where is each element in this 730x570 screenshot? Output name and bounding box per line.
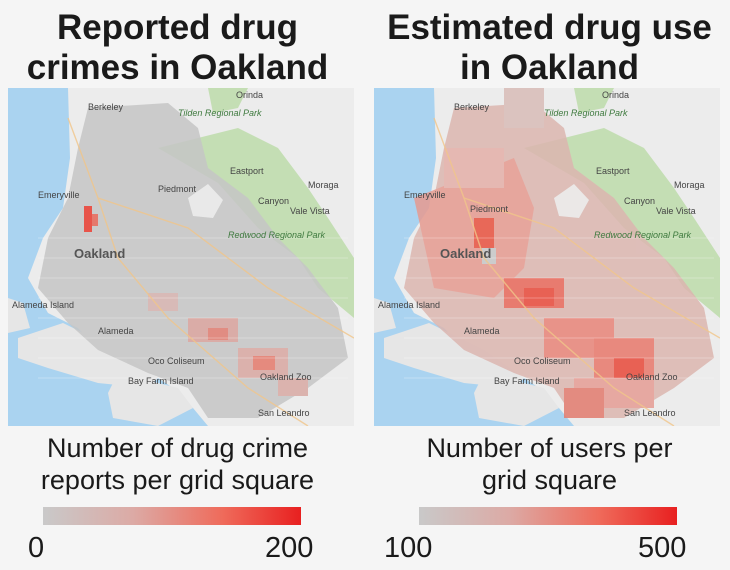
label-vale-vista: Vale Vista bbox=[656, 206, 696, 216]
label-eastport: Eastport bbox=[596, 166, 630, 176]
legend-min-label: 100 bbox=[384, 532, 433, 564]
panel-estimated-use: Estimated drug use in Oakland bbox=[372, 0, 727, 570]
label-canyon: Canyon bbox=[624, 196, 655, 206]
alameda-island-shape bbox=[384, 323, 524, 388]
legend-max-label: 500 bbox=[638, 532, 687, 564]
legend-color-bar bbox=[43, 507, 301, 525]
label-moraga: Moraga bbox=[674, 180, 705, 190]
label-coliseum: Oco Coliseum bbox=[514, 356, 571, 366]
drug-use-map[interactable]: Berkeley Emeryville Piedmont Oakland Ala… bbox=[374, 88, 720, 426]
label-piedmont: Piedmont bbox=[470, 204, 509, 214]
label-emeryville: Emeryville bbox=[404, 190, 446, 200]
label-eastport: Eastport bbox=[230, 166, 264, 176]
label-san-leandro: San Leandro bbox=[624, 408, 676, 418]
label-emeryville: Emeryville bbox=[38, 190, 80, 200]
legend-color-bar bbox=[419, 507, 677, 525]
map-title: Estimated drug use in Oakland bbox=[387, 8, 712, 87]
label-piedmont: Piedmont bbox=[158, 184, 197, 194]
label-san-leandro: San Leandro bbox=[258, 408, 310, 418]
label-tilden-park: Tilden Regional Park bbox=[178, 108, 262, 118]
grid-lines bbox=[404, 237, 714, 379]
legend-title: Number of drug crime reports per grid sq… bbox=[40, 433, 315, 495]
label-berkeley: Berkeley bbox=[88, 102, 124, 112]
label-vale-vista: Vale Vista bbox=[290, 206, 330, 216]
legend-min-label: 0 bbox=[28, 532, 45, 564]
piedmont-block bbox=[188, 184, 223, 218]
label-bay-farm: Bay Farm Island bbox=[128, 376, 194, 386]
label-oakland: Oakland bbox=[440, 246, 491, 261]
drug-use-map-svg: Berkeley Emeryville Piedmont Oakland Ala… bbox=[374, 88, 720, 426]
legend-max-label: 200 bbox=[265, 532, 314, 564]
label-tilden-park: Tilden Regional Park bbox=[544, 108, 628, 118]
label-oakland: Oakland bbox=[74, 246, 125, 261]
map-title: Reported drug crimes in Oakland bbox=[26, 8, 329, 87]
bay-farm-shape bbox=[108, 373, 193, 426]
grid-lines bbox=[38, 237, 348, 379]
label-moraga: Moraga bbox=[308, 180, 339, 190]
piedmont-block bbox=[554, 184, 589, 218]
bay-farm-shape bbox=[474, 373, 559, 426]
label-oakland-zoo: Oakland Zoo bbox=[626, 372, 678, 382]
label-coliseum: Oco Coliseum bbox=[148, 356, 205, 366]
label-redwood-park: Redwood Regional Park bbox=[594, 230, 692, 240]
label-orinda: Orinda bbox=[602, 90, 629, 100]
label-redwood-park: Redwood Regional Park bbox=[228, 230, 326, 240]
label-alameda: Alameda bbox=[464, 326, 500, 336]
label-alameda: Alameda bbox=[98, 326, 134, 336]
label-orinda: Orinda bbox=[236, 90, 263, 100]
crime-map-svg: Berkeley Emeryville Piedmont Oakland Ala… bbox=[8, 88, 354, 426]
panel-reported-crimes: Reported drug crimes in Oakland bbox=[0, 0, 355, 570]
alameda-island-shape bbox=[18, 323, 158, 388]
label-canyon: Canyon bbox=[258, 196, 289, 206]
crime-map[interactable]: Berkeley Emeryville Piedmont Oakland Ala… bbox=[8, 88, 354, 426]
label-alameda-island: Alameda Island bbox=[12, 300, 74, 310]
legend-title: Number of users per grid square bbox=[426, 433, 673, 495]
label-bay-farm: Bay Farm Island bbox=[494, 376, 560, 386]
label-berkeley: Berkeley bbox=[454, 102, 490, 112]
label-oakland-zoo: Oakland Zoo bbox=[260, 372, 312, 382]
label-alameda-island: Alameda Island bbox=[378, 300, 440, 310]
